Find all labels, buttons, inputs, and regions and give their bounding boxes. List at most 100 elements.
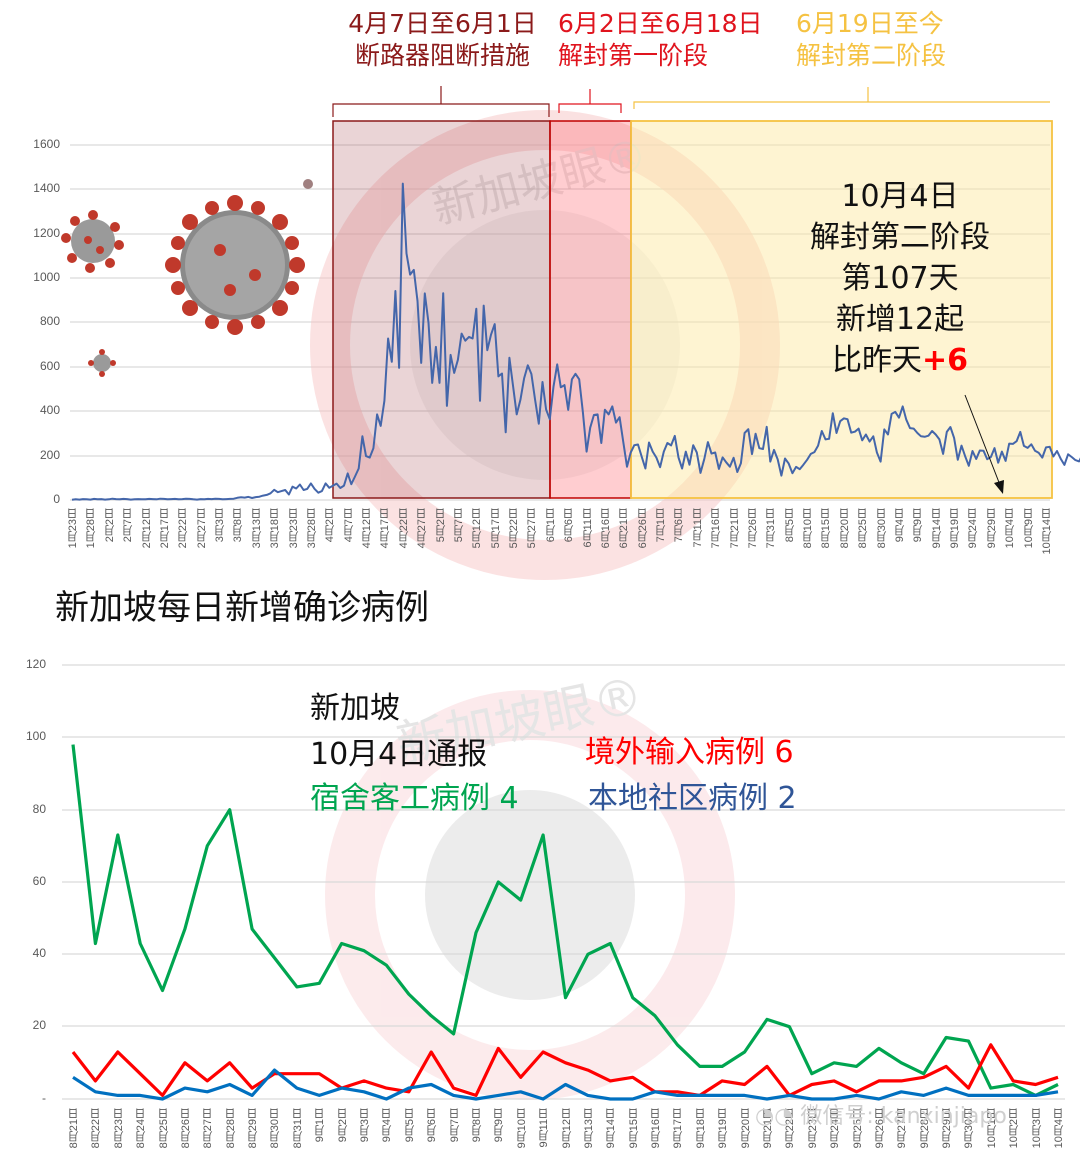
x-tick-label: 1月28日 [85, 508, 98, 549]
x-tick-label: 8月25日 [157, 1108, 170, 1149]
top-chart: 4月7日至6月1日 断路器阻断措施 6月2日至6月18日 解封第一阶段 6月19… [0, 0, 1080, 580]
x-tick-label: 4月2日 [324, 508, 337, 543]
legend-imported: 境外输入病例 6 [585, 735, 794, 770]
x-tick-label: 7月16日 [710, 508, 723, 549]
x-tick-label: 4月27日 [416, 508, 429, 549]
y-tick: 1400 [33, 181, 60, 195]
phase-box-phase-one [549, 120, 632, 499]
annotation-new-cases: 新增12起 [835, 302, 965, 337]
legend-country: 新加坡 [310, 691, 400, 726]
x-tick-label: 6月26日 [636, 508, 649, 549]
virus-icon-small [88, 349, 116, 377]
x-tick-label: 7月26日 [746, 508, 759, 549]
x-tick-label: 9月4日 [893, 508, 906, 543]
y-tick: 600 [39, 359, 60, 373]
x-tick-label: 10月14日 [1041, 508, 1053, 555]
x-tick-label: 4月7日 [342, 508, 355, 543]
annotation-phase: 解封第二阶段 [810, 220, 990, 255]
phase-date-range: 4月7日至6月1日 [348, 9, 537, 38]
legend-title: 新加坡 10月4日通报 [310, 686, 487, 778]
x-tick-label: 10月4日 [1004, 508, 1017, 549]
annotation-date: 10月4日 [841, 179, 959, 214]
x-tick-label: 9月20日 [739, 1108, 752, 1149]
y-tick: 1600 [33, 137, 60, 151]
wechat-icon: ◔◔ [755, 1104, 794, 1129]
y-tick: - [42, 1091, 46, 1105]
y-tick: 200 [39, 448, 60, 462]
phase-box-circuit-breaker [332, 120, 551, 499]
x-tick-label: 9月5日 [403, 1108, 416, 1143]
y-tick: 120 [25, 657, 46, 671]
wechat-watermark: ◔◔ 微信号: kanxinjiapo [755, 1098, 1007, 1130]
y-tick: 20 [32, 1018, 46, 1032]
y-tick: 100 [25, 729, 46, 743]
x-tick-label: 3月8日 [232, 508, 245, 543]
x-tick-label: 3月3日 [214, 508, 227, 543]
x-tick-label: 5月7日 [452, 508, 465, 543]
phase-label: 断路器阻断措施 [354, 41, 530, 70]
x-tick-label: 2月22日 [177, 508, 190, 549]
virus-icon-large [165, 195, 305, 335]
virus-icon-tiny [303, 179, 313, 189]
x-tick-label: 3月18日 [269, 508, 282, 549]
bottom-chart-canvas: 新加坡眼® [62, 664, 1065, 1101]
x-tick-label: 9月18日 [694, 1108, 707, 1149]
arrowhead-icon [994, 480, 1004, 494]
x-tick-label: 2月17日 [158, 508, 171, 549]
x-tick-label: 10月4日 [1053, 1108, 1065, 1149]
wechat-id: 微信号: kanxinjiapo [800, 1104, 1007, 1129]
brace-circuit-breaker [332, 86, 550, 117]
x-tick-label: 8月29日 [247, 1108, 260, 1149]
phase-label: 解封第二阶段 [796, 41, 947, 70]
bottom-title: 新加坡每日新增确诊病例 [55, 588, 429, 628]
y-tick: 60 [32, 874, 46, 888]
y-tick: 800 [39, 314, 60, 328]
x-tick-label: 8月31日 [291, 1108, 304, 1149]
annotation-delta-line: 比昨天+6 [780, 340, 1020, 381]
y-tick: 0 [53, 492, 60, 506]
x-tick-label: 8月27日 [202, 1108, 215, 1149]
x-tick-label: 10月2日 [1008, 1108, 1021, 1149]
brace-phase-one [558, 89, 622, 113]
x-tick-label: 8月21日 [68, 1108, 80, 1149]
imported-cases-line [71, 1043, 1059, 1097]
bottom-chart: 新加坡眼® 120 100 80 60 40 20 - 8月21日 8月22日 8月… [0, 640, 1080, 1171]
legend-community: 本地社区病例 2 [588, 781, 797, 816]
x-tick-label: 3月28日 [305, 508, 318, 549]
x-tick-label: 9月13日 [582, 1108, 595, 1149]
phase-box-phase-two [630, 120, 1053, 499]
x-tick-label: 2月7日 [122, 508, 135, 543]
x-tick-label: 9月6日 [426, 1108, 439, 1143]
x-tick-label: 1月23日 [67, 508, 79, 549]
x-tick-label: 5月22日 [508, 508, 521, 549]
x-tick-label: 9月12日 [560, 1108, 573, 1149]
x-tick-label: 9月4日 [381, 1108, 394, 1143]
x-tick-label: 9月15日 [627, 1108, 640, 1149]
x-tick-label: 7月1日 [655, 508, 668, 543]
phase-date-range: 6月2日至6月18日 [558, 9, 763, 38]
x-tick-label: 7月21日 [728, 508, 741, 549]
x-tick-label: 9月16日 [650, 1108, 663, 1149]
x-tick-label: 9月11日 [538, 1108, 551, 1148]
x-tick-label: 9月10日 [515, 1108, 528, 1149]
x-tick-label: 6月11日 [581, 508, 594, 548]
x-tick-label: 8月26日 [179, 1108, 192, 1149]
annotation-arrow [964, 394, 1001, 486]
annotation-oct4: 10月4日 解封第二阶段 第107天 新增12起 比昨天+6 [780, 176, 1020, 381]
phase-label: 解封第一阶段 [558, 41, 709, 70]
x-tick-label: 9月24日 [967, 508, 980, 549]
y-tick: 1000 [33, 270, 60, 284]
x-tick-label: 9月9日 [912, 508, 925, 543]
x-tick-label: 4月22日 [397, 508, 410, 549]
y-tick: 400 [39, 403, 60, 417]
x-tick-label: 7月11日 [691, 508, 704, 548]
x-tick-label: 8月25日 [857, 508, 870, 549]
x-tick-label: 8月30日 [269, 1108, 282, 1149]
virus-icon-medium [61, 210, 124, 273]
annotation-day-count: 第107天 [841, 261, 959, 296]
x-tick-label: 6月1日 [544, 508, 557, 543]
x-tick-label: 8月23日 [112, 1108, 125, 1149]
x-tick-label: 6月21日 [618, 508, 631, 549]
x-tick-label: 10月3日 [1030, 1108, 1043, 1149]
x-tick-label: 8月28日 [224, 1108, 237, 1149]
